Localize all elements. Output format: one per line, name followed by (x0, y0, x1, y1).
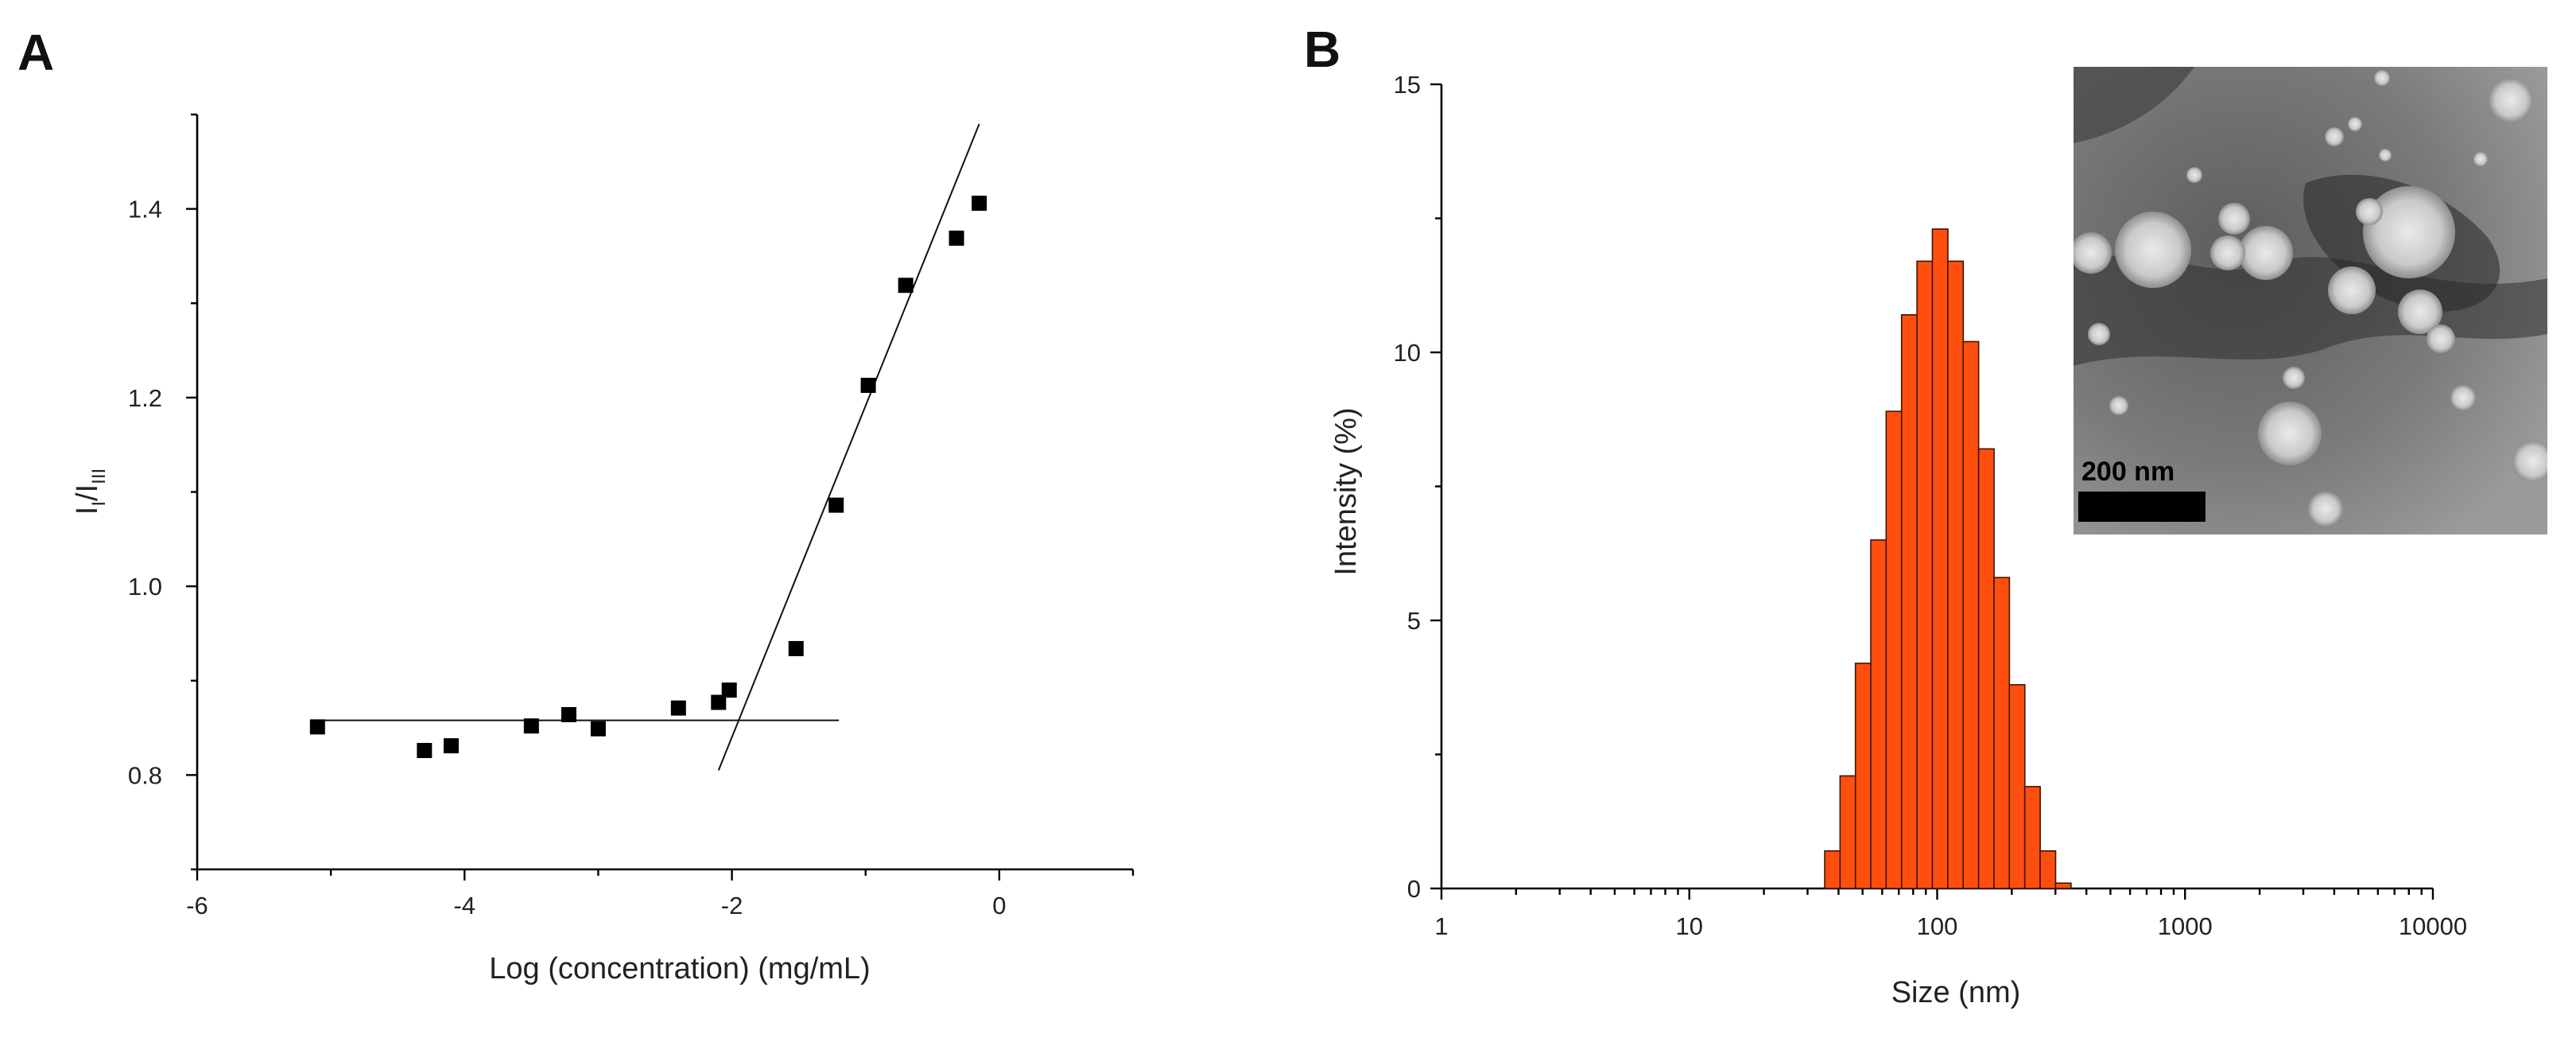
tem-particle (2109, 396, 2128, 415)
data-point (898, 278, 914, 294)
tem-particle (2356, 198, 2383, 225)
tem-particle (2374, 70, 2390, 86)
data-point (590, 721, 606, 737)
panel-b-histogram-bars (1824, 228, 2072, 889)
tem-particle (2427, 325, 2455, 353)
histogram-bar (1947, 260, 1965, 889)
data-point (711, 694, 727, 710)
panel-a-fit-lines (317, 123, 980, 771)
histogram-bar (1977, 448, 1995, 889)
tem-particle (2239, 226, 2293, 280)
panel-label-a: A (17, 24, 54, 81)
histogram-bar (1854, 663, 1872, 889)
y-tick-label: 0 (1407, 875, 1421, 903)
y-tick-label: 15 (1394, 71, 1421, 99)
histogram-bar (1839, 775, 1856, 889)
histogram-bar (2023, 786, 2041, 889)
data-point (828, 497, 844, 513)
histogram-bar (1962, 340, 1980, 889)
tem-particle (2088, 323, 2110, 345)
tem-particle (2308, 492, 2343, 527)
tem-particle (2258, 402, 2322, 465)
x-tick-label: 100 (1917, 912, 1958, 940)
data-point (972, 196, 987, 212)
panel-b-y-axis-title: Intensity (%) (1329, 407, 1363, 575)
panel-a-y-ticks: 0.8 1.0 1.2 1.4 (128, 113, 197, 871)
panel-a-x-ticks: -6 -4 -2 0 (186, 869, 1135, 919)
tem-particle (2186, 167, 2202, 183)
data-point (670, 700, 686, 716)
panel-b-x-ticks: 1 10 100 1000 10000 (1434, 888, 2467, 940)
tem-particle (2450, 385, 2476, 410)
x-tick-label: -6 (186, 892, 208, 919)
tem-particle (2210, 235, 2245, 270)
data-point (523, 718, 539, 734)
x-tick-label: 1 (1434, 912, 1448, 940)
tem-particle (2218, 203, 2250, 235)
panel-a: A -6 -4 -2 0 0.8 1.0 1.2 1.4 Log (concentratio… (17, 24, 1135, 986)
histogram-bar (1824, 850, 1841, 889)
tem-particle (2325, 127, 2344, 146)
tem-dark-corner (2074, 67, 2194, 143)
histogram-bar (1885, 410, 1903, 889)
panel-label-b: B (1304, 21, 1340, 78)
tem-particle (2512, 441, 2547, 482)
x-tick-label: 10 (1676, 912, 1703, 940)
fit-line-rise (717, 123, 980, 771)
data-point (721, 682, 737, 698)
data-point (788, 640, 804, 656)
tem-particle (2379, 149, 2392, 161)
data-point (417, 743, 433, 759)
tem-inset-image: 200 nm (2074, 67, 2547, 535)
data-point (309, 719, 325, 735)
scale-bar-label: 200 nm (2081, 457, 2174, 487)
panel-b-x-axis-title: Size (nm) (1891, 976, 2021, 1009)
panel-a-x-axis-title: Log (concentration) (mg/mL) (489, 952, 870, 986)
panel-b-y-ticks: 0 5 10 15 (1394, 71, 1441, 903)
x-tick-label: 1000 (2158, 912, 2213, 940)
y-tick-label: 1.2 (128, 384, 162, 412)
panel-a-axes (196, 115, 1133, 871)
tem-particle (2348, 117, 2362, 131)
x-tick-label: 0 (992, 892, 1006, 919)
tem-particle (2074, 232, 2112, 274)
scale-bar (2078, 492, 2206, 522)
tem-particle (2473, 152, 2488, 166)
panel-a-y-axis-title: II/IIII (71, 468, 110, 515)
tem-particle (2398, 290, 2442, 334)
histogram-bar (1900, 314, 1918, 889)
data-point (860, 377, 876, 393)
x-tick-label: -4 (453, 892, 475, 919)
y-tick-label: 10 (1394, 339, 1421, 367)
histogram-bar (2054, 882, 2072, 889)
y-tick-label: 5 (1407, 607, 1421, 635)
histogram-bar (2039, 850, 2057, 889)
histogram-bar (1931, 228, 1949, 889)
y-tick-label: 1.4 (128, 196, 162, 224)
panel-b: B 1 10 100 1000 10000 0 5 10 15 Size (nm) Inten… (1304, 21, 2547, 1009)
x-tick-label: 10000 (2399, 912, 2467, 940)
histogram-bar (1870, 539, 1887, 889)
data-point (949, 230, 964, 246)
tem-particle (2489, 78, 2533, 122)
histogram-bar (1993, 577, 2011, 889)
tem-particle (2115, 212, 2191, 288)
tem-particle (2363, 186, 2455, 278)
data-point (443, 738, 459, 754)
tem-particle (2283, 367, 2305, 389)
data-point (561, 706, 576, 722)
tem-particle (2328, 266, 2376, 314)
y-tick-label: 1.0 (128, 573, 162, 601)
y-tick-label: 0.8 (128, 761, 162, 789)
histogram-bar (1916, 260, 1934, 889)
histogram-bar (2008, 684, 2026, 889)
x-tick-label: -2 (721, 892, 743, 919)
panel-a-data-points (309, 196, 987, 759)
